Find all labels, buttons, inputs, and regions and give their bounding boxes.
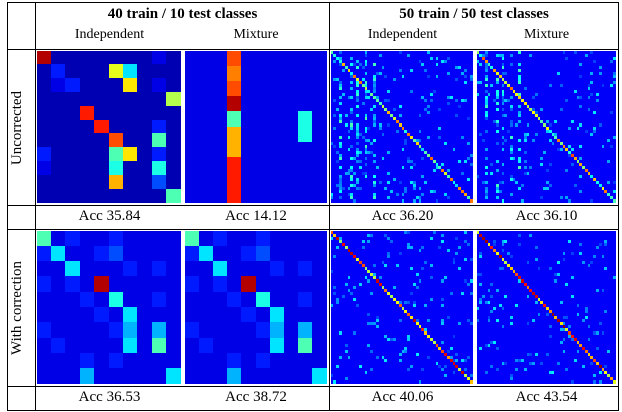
confusion-matrix-corrected-mixture-50 [477,231,616,384]
confusion-matrix-uncorrected-mixture-10 [185,51,327,203]
accuracy-uncorrected-independent-50: Acc 36.20 [371,208,434,224]
group-header-left: 40 train / 10 test classes [107,6,258,22]
confusion-matrix-corrected-mixture-10 [185,231,327,384]
column-header-independent-right: Independent [367,27,438,42]
column-header-mixture-left: Mixture [233,27,279,42]
rule-row2-images [7,386,619,387]
rule-header-bottom [7,49,619,50]
rule-bottom [7,410,619,411]
accuracy-corrected-mixture-50: Acc 43.54 [515,389,578,405]
confusion-matrix-uncorrected-independent-50 [331,51,473,203]
row-label-with-correction: With correction [9,261,25,355]
column-header-mixture-right: Mixture [523,27,570,42]
rule-row1-images [7,205,619,206]
accuracy-corrected-independent-50: Acc 40.06 [371,389,434,405]
rule-top [7,2,619,3]
confusion-matrix-uncorrected-mixture-50 [477,51,616,203]
accuracy-uncorrected-mixture-50: Acc 36.10 [515,208,578,224]
confusion-matrix-corrected-independent-50 [331,231,473,384]
rule-row1-bottom [7,229,619,230]
accuracy-uncorrected-mixture-10: Acc 14.12 [225,208,287,224]
confusion-matrix-uncorrected-independent-10 [37,51,181,203]
vrule-right [618,2,619,411]
vrule-left [7,2,8,411]
row-label-uncorrected: Uncorrected [9,90,25,166]
accuracy-uncorrected-independent-10: Acc 35.84 [78,208,141,224]
column-header-independent-left: Independent [74,27,145,42]
vrule-label [35,2,36,411]
accuracy-corrected-independent-10: Acc 36.53 [78,389,141,405]
accuracy-corrected-mixture-10: Acc 38.72 [225,389,287,405]
vrule-mid [329,2,330,411]
confusion-matrix-corrected-independent-10 [37,231,181,384]
group-header-right: 50 train / 50 test classes [399,6,549,22]
